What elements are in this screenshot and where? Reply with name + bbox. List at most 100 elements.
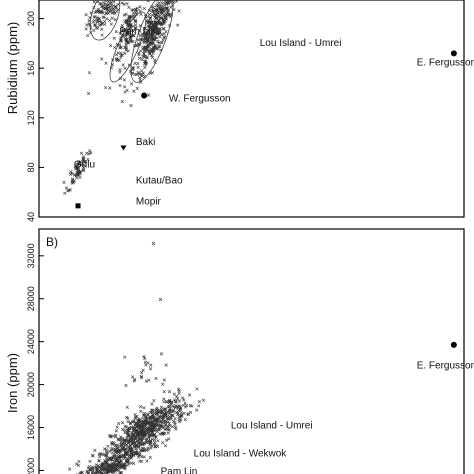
scatter-point [126, 430, 130, 435]
special-point [450, 50, 457, 57]
scatter-point [89, 151, 93, 155]
scatter-point [167, 404, 172, 409]
scatter-point [133, 423, 137, 427]
scatter-point [166, 431, 170, 435]
scatter-point [141, 436, 145, 441]
special-point [141, 92, 148, 99]
scatter-point [162, 2, 167, 6]
scatter-point [157, 45, 161, 49]
scatter-point [68, 467, 72, 471]
scatter-point [158, 35, 162, 39]
scatter-point [131, 39, 135, 43]
scatter-point [167, 389, 172, 394]
scatter-point [144, 438, 148, 442]
scatter-point [97, 452, 101, 456]
scatter-point [138, 24, 143, 28]
scatter-point [148, 419, 152, 423]
scatter-point [88, 16, 92, 20]
scatter-point [129, 446, 133, 450]
scatter-point [119, 39, 123, 43]
scatter-point [157, 20, 162, 25]
scatter-point [104, 61, 108, 65]
scatter-point [173, 405, 178, 410]
scatter-point [143, 14, 148, 18]
scatter-point [106, 444, 110, 448]
scatter-point [144, 379, 149, 383]
scatter-point [118, 451, 122, 455]
scatter-point [92, 23, 97, 27]
scatter-point [76, 167, 81, 171]
scatter-point [75, 163, 80, 167]
scatter-point [125, 436, 129, 440]
scatter-point [150, 41, 154, 45]
scatter-point [156, 8, 160, 12]
panel-b-scatter [68, 241, 206, 474]
scatter-point [152, 429, 156, 433]
y-tick-label: 160 [26, 61, 36, 76]
panel-b: B) 12000 16000 20000 24000 28000 32000 Iron (… [5, 228, 474, 474]
scatter-point [154, 376, 158, 381]
scatter-point [118, 43, 122, 47]
scatter-point [134, 451, 139, 455]
scatter-point [128, 456, 132, 460]
scatter-point [131, 66, 135, 70]
scatter-point [155, 22, 159, 26]
scatter-point [177, 409, 181, 413]
scatter-point [165, 410, 169, 414]
scatter-point [153, 15, 157, 19]
scatter-point [139, 405, 143, 409]
scatter-point [148, 16, 153, 21]
scatter-point [128, 15, 133, 19]
scatter-point [114, 29, 118, 34]
scatter-point [139, 374, 143, 379]
panel-b-annotations: E. Fergusson Lou Island - Umrei Lou Island… [161, 360, 474, 474]
scatter-point [139, 409, 143, 413]
scatter-point [145, 429, 149, 433]
scatter-point [162, 17, 166, 22]
scatter-point [118, 70, 122, 74]
scatter-point [138, 453, 142, 457]
scatter-point [125, 46, 129, 50]
scatter-point [77, 171, 81, 176]
scatter-point [64, 186, 69, 190]
scatter-point [186, 413, 190, 417]
scatter-point [69, 169, 73, 174]
scatter-point [133, 19, 137, 23]
scatter-point [141, 47, 145, 51]
scatter-point [127, 439, 131, 443]
scatter-point [158, 16, 162, 20]
scatter-point [146, 0, 150, 3]
scatter-point [158, 297, 163, 302]
scatter-point [117, 421, 121, 426]
scatter-point [162, 4, 166, 9]
scatter-point [129, 22, 133, 26]
scatter-point [151, 413, 155, 417]
scatter-point [128, 37, 132, 42]
scatter-point [146, 426, 150, 431]
scatter-point [105, 6, 109, 10]
scatter-point [153, 417, 157, 421]
scatter-point [121, 454, 126, 458]
scatter-point [186, 412, 190, 416]
scatter-point [140, 57, 144, 62]
scatter-point [92, 0, 96, 4]
scatter-point [152, 433, 156, 437]
scatter-point [123, 443, 128, 448]
scatter-point [113, 45, 117, 50]
scatter-point [149, 363, 153, 367]
scatter-point [111, 4, 116, 8]
scatter-point [177, 418, 181, 422]
scatter-point [100, 22, 105, 26]
scatter-point [135, 72, 139, 76]
scatter-point [68, 188, 72, 192]
scatter-point [135, 414, 139, 418]
scatter-point [140, 74, 144, 78]
scatter-point [146, 28, 150, 33]
scatter-point [161, 38, 165, 42]
annotation-label: Baki [136, 137, 155, 148]
scatter-point [120, 421, 125, 425]
scatter-point [77, 459, 81, 464]
scatter-point [151, 241, 156, 246]
scatter-point [75, 462, 79, 466]
scatter-point [150, 420, 154, 424]
